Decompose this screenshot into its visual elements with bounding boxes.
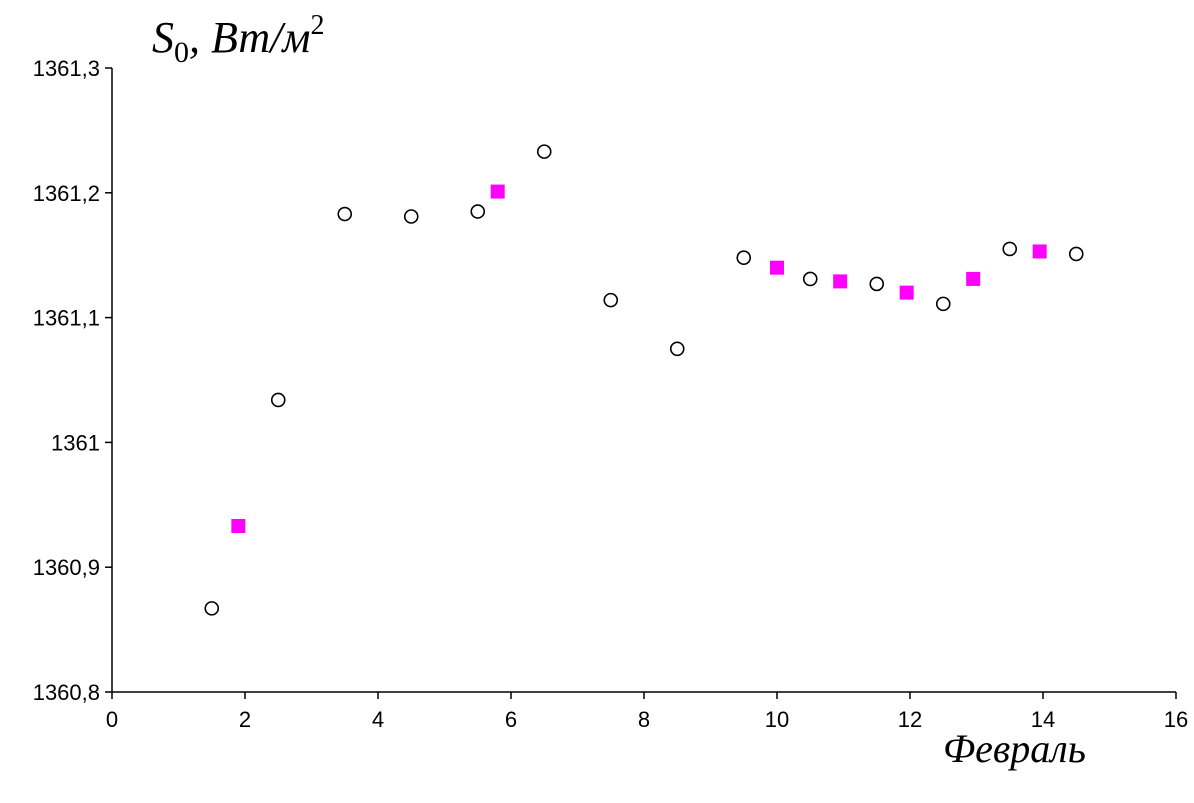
data-point-circle xyxy=(603,292,619,308)
data-point-circle xyxy=(802,271,818,287)
data-point-circle xyxy=(1002,241,1018,257)
y-tick-label: 1361,3 xyxy=(33,56,100,81)
y-tick-label: 1360,8 xyxy=(33,680,100,705)
y-axis-label-superscript: 2 xyxy=(311,10,325,41)
data-point-circle xyxy=(536,144,552,159)
y-axis-label-subscript: 0 xyxy=(174,36,189,69)
data-point-square xyxy=(1032,244,1047,259)
data-point-square xyxy=(770,260,784,275)
x-ticks: 0 2 4 6 8 10 12 14 16 xyxy=(106,692,1188,732)
x-axis-label: Февраль xyxy=(943,726,1086,771)
x-tick-label: 12 xyxy=(898,707,922,732)
data-point-circle xyxy=(736,250,752,265)
y-ticks: 1360,8 1360,9 1361 1361,1 1361,2 1361,3 xyxy=(33,56,112,705)
x-tick-label: 2 xyxy=(239,707,251,732)
x-tick-label: 4 xyxy=(372,707,384,732)
y-axis-label-symbol: S xyxy=(152,13,174,62)
axes xyxy=(111,68,1176,693)
data-point-square xyxy=(231,519,246,534)
data-point-square xyxy=(899,285,914,300)
y-tick-label: 1361 xyxy=(51,430,100,455)
data-point-circle xyxy=(204,601,220,616)
x-tick-label: 6 xyxy=(505,707,517,732)
x-tick-label: 0 xyxy=(106,707,118,732)
x-tick-label: 14 xyxy=(1031,707,1055,732)
data-point-circle xyxy=(669,341,685,357)
data-point-circle xyxy=(470,204,486,219)
data-point-square xyxy=(490,184,505,199)
y-tick-label: 1360,9 xyxy=(33,555,100,580)
data-point-circle xyxy=(270,392,286,408)
y-tick-label: 1361,2 xyxy=(33,181,100,206)
data-point-circle xyxy=(869,276,885,292)
y-tick-label: 1361,1 xyxy=(33,306,100,331)
x-tick-label: 16 xyxy=(1164,707,1188,732)
data-point-circle xyxy=(337,206,353,222)
y-axis-label-unit: , Вт/м xyxy=(189,13,311,62)
data-point-square xyxy=(966,271,981,286)
data-point-circle xyxy=(935,296,951,312)
x-tick-label: 8 xyxy=(638,707,650,732)
x-tick-label: 10 xyxy=(765,707,789,732)
data-point-circle xyxy=(403,209,419,224)
y-axis-label: S0, Вт/м2 xyxy=(152,10,325,69)
data-point-square xyxy=(833,274,848,289)
data-point-circle xyxy=(1068,246,1084,262)
data-marks xyxy=(204,144,1084,616)
